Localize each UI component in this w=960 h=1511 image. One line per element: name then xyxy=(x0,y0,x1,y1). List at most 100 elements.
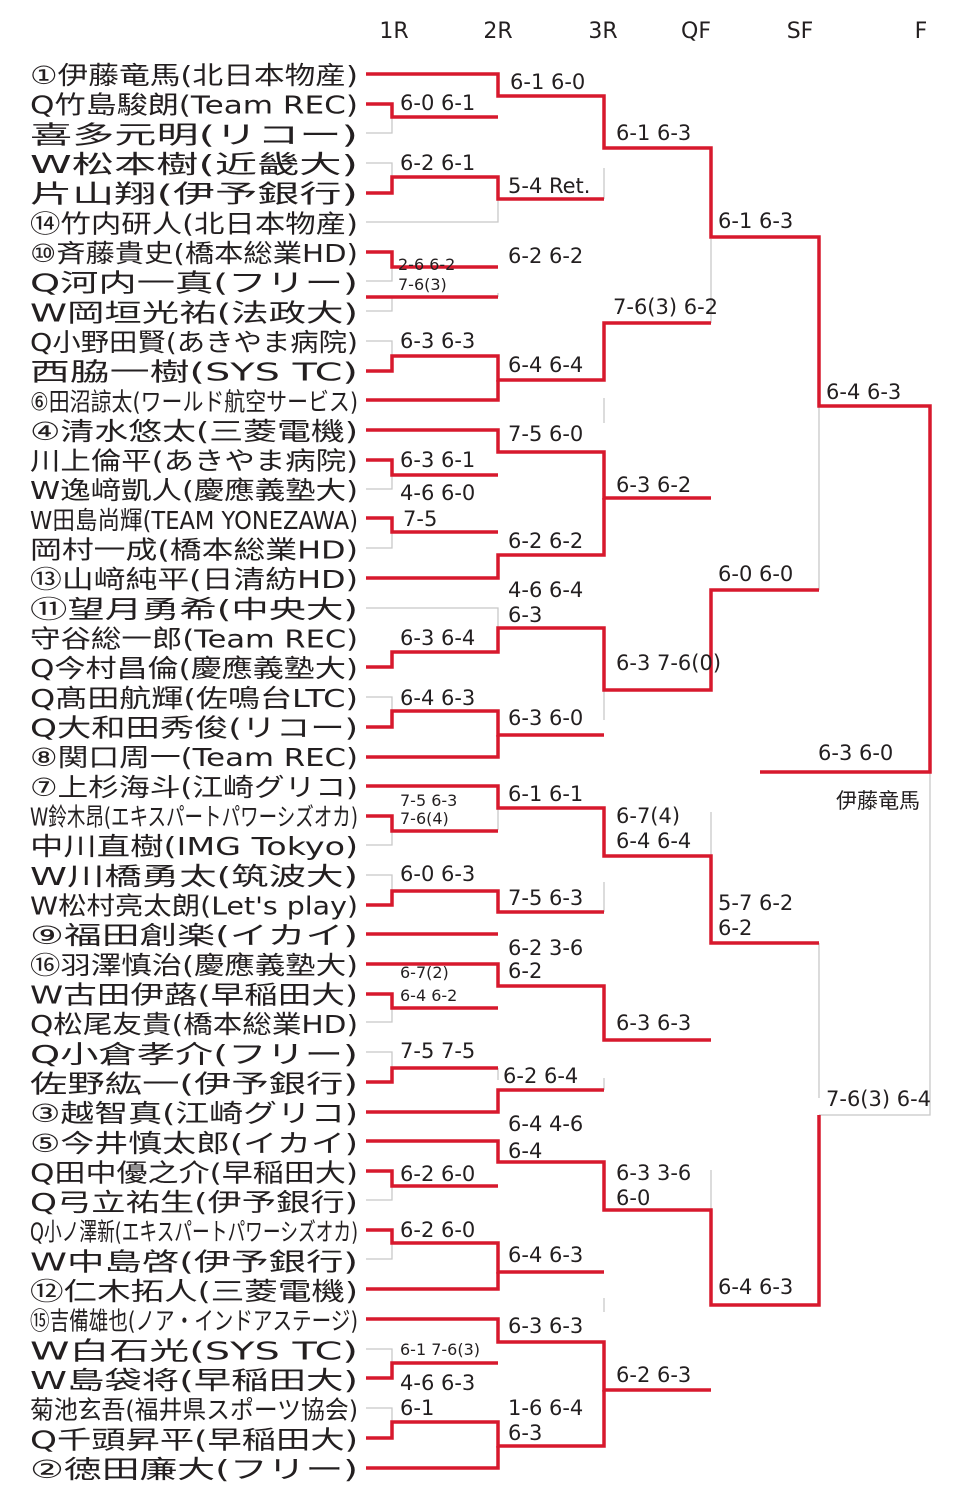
match-score: 6-3 6-0 xyxy=(508,706,583,730)
player-entry: 中川直樹(IMG Tokyo) xyxy=(30,832,358,861)
player-entry: W中島啓(伊予銀行) xyxy=(30,1247,358,1276)
player-entry: ③越智真(江崎グリコ) xyxy=(30,1099,358,1128)
round-label-qf: QF xyxy=(681,19,711,44)
match-score: 7-5 xyxy=(403,507,437,531)
player-entry: ⑯羽澤慎治(慶應義塾大) xyxy=(30,951,358,980)
player-entry: ⑤今井慎太郎(イカイ) xyxy=(30,1129,358,1158)
match-score: 6-3 xyxy=(508,1421,542,1445)
match-score: 6-7(2) xyxy=(400,963,449,982)
match-score: 6-3 3-6 xyxy=(616,1161,691,1185)
match-score: 6-7(4) xyxy=(616,804,680,828)
player-entry: Q千頭昇平(早稲田大) xyxy=(30,1425,358,1454)
match-score: 6-1 6-0 xyxy=(510,70,585,94)
match-score: 6-2 6-0 xyxy=(400,1218,475,1242)
player-entry: ⑭竹内研人(北日本物産) xyxy=(30,209,358,238)
match-score: 6-3 6-0 xyxy=(818,741,893,765)
round-label-2r: 2R xyxy=(483,19,512,44)
match-score: 7-5 6-3 xyxy=(508,886,583,910)
player-entry: Q小ノ澤新(エキスパートパワーシズオカ) xyxy=(30,1218,358,1247)
match-score: 7-5 6-0 xyxy=(508,422,583,446)
player-entry: ⑨福田創楽(イカイ) xyxy=(30,921,358,950)
player-entry: W岡垣光祐(法政大) xyxy=(30,298,358,327)
player-entry: ⑬山﨑純平(日清紡HD) xyxy=(30,565,358,594)
match-score: 6-4 6-4 xyxy=(508,353,583,377)
player-entry: W田島尚輝(TEAM YONEZAWA) xyxy=(30,506,358,535)
match-score: 6-1 7-6(3) xyxy=(400,1340,480,1359)
match-score: 6-1 6-1 xyxy=(508,782,583,806)
match-score: 7-6(4) xyxy=(400,809,449,828)
player-entry: ⑩斉藤貴史(橋本総業HD) xyxy=(30,239,358,268)
match-score: 6-4 4-6 xyxy=(508,1112,583,1136)
round-label-sf: SF xyxy=(787,19,814,44)
match-score: 7-6(3) 6-2 xyxy=(613,295,718,319)
player-entry: ⑥田沼諒太(ワールド航空サービス) xyxy=(30,387,358,416)
match-score: 6-3 6-4 xyxy=(400,626,475,650)
match-score: 6-1 6-3 xyxy=(718,209,793,233)
match-score: 6-3 6-2 xyxy=(616,473,691,497)
player-entry: Q小倉孝介(フリー) xyxy=(30,1040,358,1069)
match-score: 7-6(3) xyxy=(398,275,447,294)
match-score: 6-3 6-3 xyxy=(400,329,475,353)
match-score: 6-2 xyxy=(508,959,542,983)
round-label-3r: 3R xyxy=(588,19,617,44)
match-score: 6-3 6-1 xyxy=(400,448,475,472)
player-entry: W白石光(SYS TC) xyxy=(30,1336,358,1365)
player-entry: ⑧関口周一(Team REC) xyxy=(30,743,358,772)
player-entry: 川上倫平(あきやま病院) xyxy=(30,447,358,476)
player-entry: Q松尾友貴(橋本総業HD) xyxy=(30,1010,358,1039)
player-entry: Q髙田航輝(佐鳴台LTC) xyxy=(30,684,358,713)
match-score: 6-4 6-2 xyxy=(400,986,457,1005)
player-entry: W島袋将(早稲田大) xyxy=(30,1366,358,1395)
match-score: 1-6 6-4 xyxy=(508,1396,583,1420)
champion-name: 伊藤竜馬 xyxy=(836,789,920,813)
match-score: 6-4 6-3 xyxy=(508,1243,583,1267)
player-entry: ⑦上杉海斗(江崎グリコ) xyxy=(30,773,358,802)
player-entry: W鈴木昂(エキスパートパワーシズオカ) xyxy=(30,803,358,832)
player-entry: 菊池玄吾(福井県スポーツ協会) xyxy=(30,1396,358,1425)
match-score: 6-2 6-3 xyxy=(616,1363,691,1387)
player-entry: 片山翔(伊予銀行) xyxy=(30,180,358,209)
match-score: 6-3 xyxy=(508,603,542,627)
round-label-1r: 1R xyxy=(379,19,408,44)
match-score: 6-0 6-1 xyxy=(400,91,475,115)
player-entry: Q弓立祐生(伊予銀行) xyxy=(30,1188,358,1217)
match-score: 6-1 6-3 xyxy=(616,121,691,145)
player-entry: 佐野紘一(伊予銀行) xyxy=(30,1069,358,1098)
match-score: 6-2 3-6 xyxy=(508,936,583,960)
match-score: 6-3 6-3 xyxy=(508,1314,583,1338)
player-entry: Q河内一真(フリー) xyxy=(30,269,358,298)
player-entry: Q小野田賢(あきやま病院) xyxy=(30,328,358,357)
match-score: 7-5 7-5 xyxy=(400,1039,475,1063)
match-score: 4-6 6-3 xyxy=(400,1371,475,1395)
player-entry: W古田伊蕗(早稲田大) xyxy=(30,980,358,1009)
match-score: 6-0 6-3 xyxy=(400,862,475,886)
player-entry: ⑫仁木拓人(三菱電機) xyxy=(30,1277,358,1306)
match-score: 7-6(3) 6-4 xyxy=(826,1087,931,1111)
match-score: 4-6 6-4 xyxy=(508,578,583,602)
match-score: 6-4 6-4 xyxy=(616,829,691,853)
match-score: 4-6 6-0 xyxy=(400,481,475,505)
match-scores: 6-0 6-1 6-2 6-1 2-6 6-27-6(3) 6-3 6-3 6-3 6-… xyxy=(398,70,931,1445)
match-score: 7-5 6-3 xyxy=(400,791,457,810)
player-entry: Q大和田秀俊(リコー) xyxy=(30,714,358,743)
player-entry: 守谷総一郎(Team REC) xyxy=(30,625,358,654)
player-entry: ⑪望月勇希(中央大) xyxy=(30,595,358,624)
match-score: 5-4 Ret. xyxy=(508,174,590,198)
match-score: 5-7 6-2 xyxy=(718,891,793,915)
round-headers: 1R 2R 3R QF SF F xyxy=(379,19,927,44)
match-score: 6-3 7-6(0) xyxy=(616,651,721,675)
match-score: 2-6 6-2 xyxy=(398,255,455,274)
player-entry: 岡村一成(橋本総業HD) xyxy=(30,536,358,565)
match-score: 6-0 6-0 xyxy=(718,562,793,586)
player-entry: W松村亮太朗(Let's play) xyxy=(30,891,358,920)
player-entry: Q田中優之介(早稲田大) xyxy=(30,1158,358,1187)
match-score: 6-0 xyxy=(616,1186,650,1210)
player-list: ①伊藤竜馬(北日本物産)Q竹島駿朗(Team REC)喜多元明(リコー)W松本樹… xyxy=(30,61,358,1484)
player-entry: ④清水悠太(三菱電機) xyxy=(30,417,358,446)
player-entry: Q竹島駿朗(Team REC) xyxy=(30,91,358,120)
match-score: 6-2 6-2 xyxy=(508,244,583,268)
player-entry: 西脇一樹(SYS TC) xyxy=(30,358,358,387)
match-score: 6-3 6-3 xyxy=(616,1011,691,1035)
player-entry: W川橋勇太(筑波大) xyxy=(30,862,358,891)
